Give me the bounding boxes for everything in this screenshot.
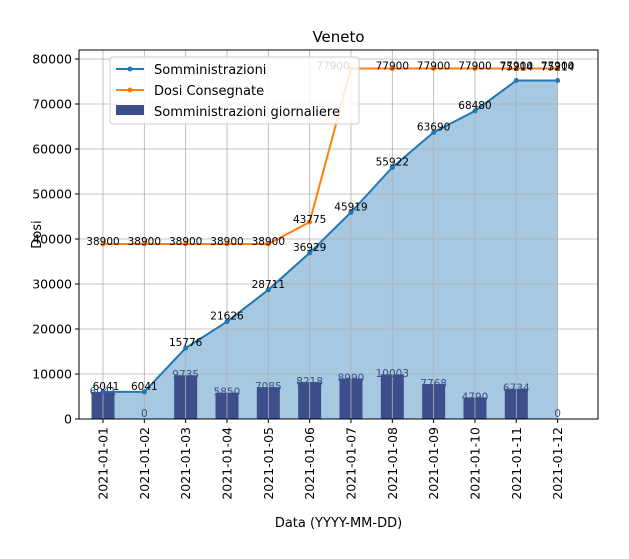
delivered-label: 77900	[458, 60, 491, 72]
legend-marker-administered	[127, 66, 133, 72]
administered-label: 68480	[458, 100, 491, 112]
administered-label: 63690	[417, 121, 450, 133]
administered-line-point	[389, 164, 395, 170]
administered-line-point	[513, 78, 519, 84]
y-tick-label: 70000	[32, 97, 72, 112]
x-tick-label: 2021-01-01	[96, 427, 111, 500]
delivered-label: 77900	[541, 60, 574, 72]
administered-line-point	[555, 78, 561, 84]
administered-line-point	[307, 250, 313, 256]
x-tick-label: 2021-01-11	[509, 427, 524, 500]
administered-line-point	[183, 345, 189, 351]
daily-label: 9735	[172, 369, 199, 381]
legend-label-administered: Somministrazioni	[154, 63, 266, 78]
administered-label: 36929	[293, 242, 326, 254]
delivered-line-point	[389, 65, 395, 71]
administered-line-point	[472, 108, 478, 114]
delivered-line	[103, 67, 558, 245]
administered-label: 55922	[376, 156, 409, 168]
daily-label: 4790	[462, 391, 489, 403]
administered-label: 45919	[334, 201, 367, 213]
delivered-label: 38900	[86, 236, 119, 248]
administered-line-point	[265, 287, 271, 293]
y-tick-label: 80000	[32, 52, 72, 67]
x-tick-label: 2021-01-04	[219, 427, 234, 500]
administered-line-point	[431, 129, 437, 135]
x-tick-label: 2021-01-06	[302, 427, 317, 500]
delivered-line-point	[555, 65, 561, 71]
x-tick-label: 2021-01-02	[137, 427, 152, 500]
administered-label: 28711	[252, 279, 285, 291]
delivered-line-point	[183, 241, 189, 247]
chart-title: Veneto	[312, 28, 364, 46]
delivered-label: 38900	[169, 236, 202, 248]
x-axis-label: Data (YYYY-MM-DD)	[275, 516, 402, 531]
daily-label: 6041	[90, 386, 117, 398]
administered-line-point	[100, 389, 106, 395]
daily-label: 6734	[503, 383, 530, 395]
x-tick-label: 2021-01-09	[426, 427, 441, 500]
area-fill	[103, 80, 558, 420]
x-tick-label: 2021-01-12	[550, 427, 565, 500]
legend-swatch-daily	[116, 105, 144, 115]
y-tick-label: 30000	[32, 277, 72, 292]
daily-label: 10003	[376, 368, 409, 380]
delivered-line-point	[100, 241, 106, 247]
delivered-label: 43775	[293, 214, 326, 226]
delivered-line-point	[141, 241, 147, 247]
delivered-line-point	[224, 241, 230, 247]
y-tick-label: 60000	[32, 142, 72, 157]
administered-line-point	[224, 319, 230, 325]
x-tick-label: 2021-01-03	[178, 427, 193, 500]
delivered-line-point	[265, 241, 271, 247]
daily-label: 8990	[338, 373, 365, 385]
delivered-line-point	[472, 65, 478, 71]
y-tick-label: 50000	[32, 187, 72, 202]
delivered-label: 77900	[376, 60, 409, 72]
delivered-line-point	[513, 65, 519, 71]
delivered-label: 38900	[128, 236, 161, 248]
administered-label: 15776	[169, 337, 203, 349]
y-tick-label: 40000	[32, 232, 72, 247]
administered-label: 6041	[93, 381, 120, 393]
administered-label: 21626	[210, 311, 244, 323]
legend-label-daily: Somministrazioni giornaliere	[154, 105, 340, 120]
y-tick-label: 10000	[32, 367, 72, 382]
delivered-label: 38900	[252, 236, 285, 248]
x-tick-label: 2021-01-10	[467, 427, 482, 500]
administered-line	[103, 79, 558, 393]
administered-line-point	[141, 389, 147, 395]
delivered-label: 77900	[500, 60, 533, 72]
legend-marker-delivered	[127, 87, 133, 93]
daily-label: 5850	[214, 387, 241, 399]
x-tick-label: 2021-01-07	[343, 427, 358, 500]
y-tick-label: 20000	[32, 322, 72, 337]
legend-label-delivered: Dosi Consegnate	[154, 84, 264, 99]
delivered-line-point	[431, 65, 437, 71]
administered-label: 6041	[131, 381, 158, 393]
daily-label: 0	[554, 408, 561, 420]
daily-label: 0	[141, 408, 148, 420]
delivered-label: 77900	[417, 60, 450, 72]
y-tick-label: 0	[64, 412, 72, 427]
plot-frame	[78, 49, 599, 420]
administered-label: 75214	[541, 62, 575, 74]
x-tick-label: 2021-01-08	[385, 427, 400, 500]
delivered-line-point	[307, 219, 313, 225]
x-tick-label: 2021-01-05	[261, 427, 276, 500]
administered-label: 75214	[500, 62, 534, 74]
y-axis-label: Dosi	[30, 220, 45, 248]
daily-label: 7768	[420, 378, 447, 390]
administered-line-point	[348, 209, 354, 215]
legend-box	[109, 56, 360, 125]
daily-label: 8218	[296, 376, 323, 388]
delivered-label: 38900	[210, 236, 243, 248]
daily-label: 7085	[255, 381, 282, 393]
